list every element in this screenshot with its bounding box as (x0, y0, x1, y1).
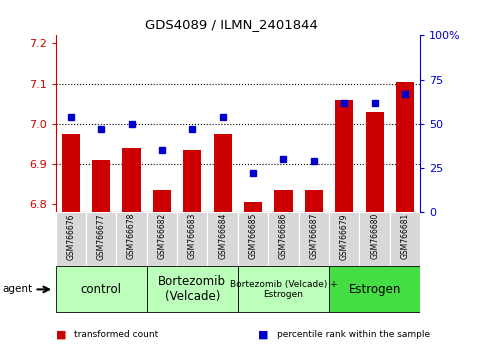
Text: transformed count: transformed count (74, 330, 158, 339)
Bar (208, 212, 238, 266)
Text: GSM766676: GSM766676 (66, 213, 75, 259)
Text: GSM766687: GSM766687 (309, 213, 318, 259)
Text: GSM766682: GSM766682 (157, 213, 167, 259)
Bar (86, 212, 116, 266)
Text: GSM766680: GSM766680 (370, 213, 379, 259)
Text: Bortezomib
(Velcade): Bortezomib (Velcade) (158, 275, 227, 303)
Text: agent: agent (2, 284, 32, 295)
Bar (183, 150, 201, 212)
Text: ■: ■ (56, 330, 66, 339)
Bar (147, 212, 177, 266)
Text: Bortezomib (Velcade) +
Estrogen: Bortezomib (Velcade) + Estrogen (229, 280, 337, 299)
Text: Estrogen: Estrogen (348, 283, 401, 296)
Bar (244, 202, 262, 212)
Text: control: control (81, 283, 122, 296)
Text: GSM766681: GSM766681 (400, 213, 410, 259)
Bar (238, 212, 268, 266)
Bar (238, 267, 329, 312)
Text: GDS4089 / ILMN_2401844: GDS4089 / ILMN_2401844 (145, 18, 318, 31)
Bar (62, 134, 80, 212)
Bar (298, 212, 329, 266)
Bar (177, 212, 208, 266)
Bar (116, 212, 147, 266)
Text: GSM766677: GSM766677 (97, 213, 106, 259)
Bar (335, 100, 354, 212)
Bar (305, 190, 323, 212)
Bar (329, 212, 359, 266)
Bar (268, 212, 298, 266)
Bar (396, 82, 414, 212)
Bar (122, 148, 141, 212)
Text: GSM766678: GSM766678 (127, 213, 136, 259)
Bar (366, 112, 384, 212)
Bar (390, 212, 420, 266)
Bar (213, 134, 232, 212)
Bar (153, 190, 171, 212)
Bar (147, 267, 238, 312)
Text: percentile rank within the sample: percentile rank within the sample (277, 330, 430, 339)
Text: GSM766679: GSM766679 (340, 213, 349, 259)
Bar (359, 212, 390, 266)
Bar (329, 267, 420, 312)
Text: GSM766684: GSM766684 (218, 213, 227, 259)
Bar (56, 212, 86, 266)
Text: GSM766683: GSM766683 (188, 213, 197, 259)
Bar (274, 190, 293, 212)
Bar (92, 160, 110, 212)
Text: ■: ■ (258, 330, 269, 339)
Text: GSM766686: GSM766686 (279, 213, 288, 259)
Text: GSM766685: GSM766685 (249, 213, 257, 259)
Bar (56, 267, 147, 312)
